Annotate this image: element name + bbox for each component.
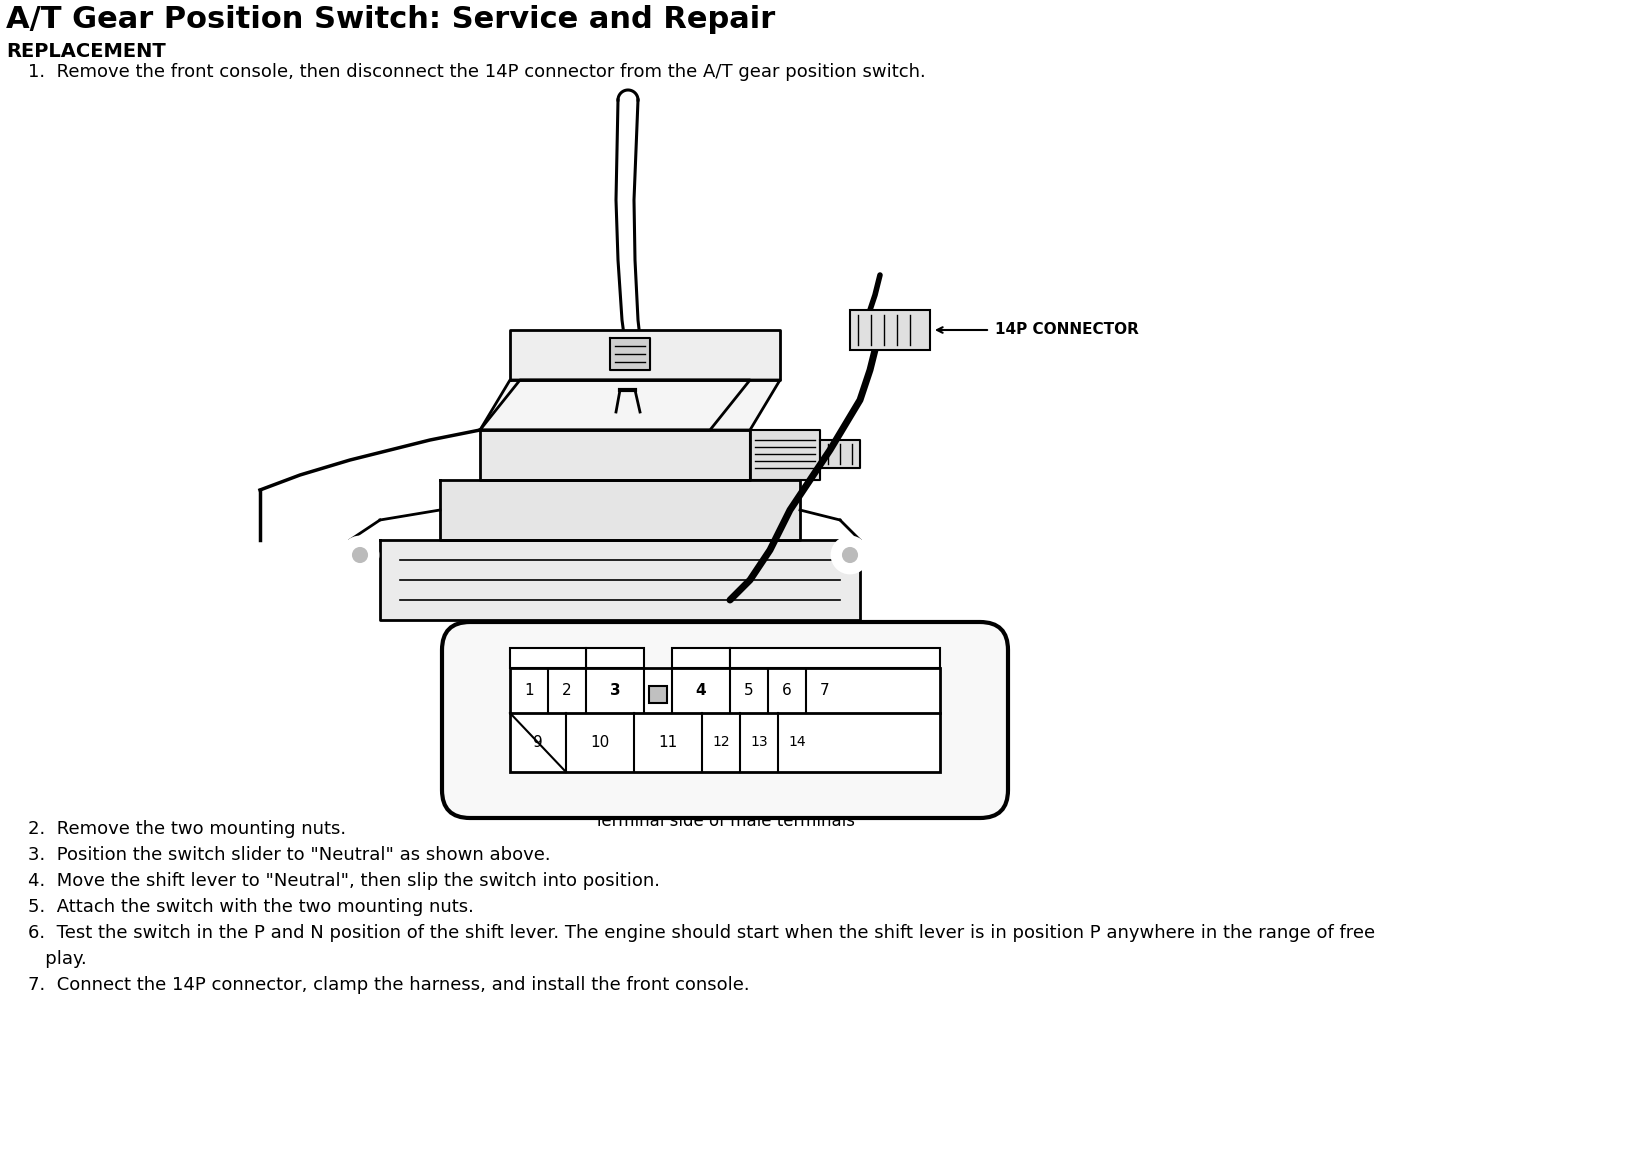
Text: A/T Gear Position Switch: Service and Repair: A/T Gear Position Switch: Service and Re… xyxy=(7,5,775,33)
Text: 6.  Test the switch in the P and N position of the shift lever. The engine shoul: 6. Test the switch in the P and N positi… xyxy=(28,924,1376,942)
Circle shape xyxy=(844,548,857,562)
Text: 3: 3 xyxy=(610,683,620,698)
Text: 7.  Connect the 14P connector, clamp the harness, and install the front console.: 7. Connect the 14P connector, clamp the … xyxy=(28,975,749,994)
Text: 10: 10 xyxy=(591,734,610,749)
Text: 5: 5 xyxy=(744,683,754,698)
Text: 4.  Move the shift lever to "Neutral", then slip the switch into position.: 4. Move the shift lever to "Neutral", th… xyxy=(28,872,659,890)
Text: play.: play. xyxy=(28,950,86,969)
Text: 4: 4 xyxy=(695,683,707,698)
Text: 1.  Remove the front console, then disconnect the 14P connector from the A/T gea: 1. Remove the front console, then discon… xyxy=(28,63,925,81)
Text: 13: 13 xyxy=(751,736,767,749)
Text: 11: 11 xyxy=(658,734,677,749)
Polygon shape xyxy=(610,338,650,370)
Circle shape xyxy=(343,537,379,573)
Polygon shape xyxy=(480,380,751,430)
Polygon shape xyxy=(751,430,819,480)
Text: Terminal side of male terminals: Terminal side of male terminals xyxy=(594,812,855,830)
Text: 1: 1 xyxy=(524,683,534,698)
Text: 14P CONNECTOR: 14P CONNECTOR xyxy=(996,323,1139,338)
Text: 6: 6 xyxy=(782,683,792,698)
Bar xyxy=(509,648,586,668)
FancyBboxPatch shape xyxy=(442,621,1009,817)
Polygon shape xyxy=(380,540,860,620)
Text: REPLACEMENT: REPLACEMENT xyxy=(7,42,166,61)
Polygon shape xyxy=(819,440,860,468)
Text: 7: 7 xyxy=(821,683,829,698)
Polygon shape xyxy=(441,480,800,540)
Polygon shape xyxy=(480,380,780,430)
Polygon shape xyxy=(509,330,780,380)
Circle shape xyxy=(353,548,367,562)
Bar xyxy=(509,668,940,773)
Bar xyxy=(730,648,940,668)
Text: 3.  Position the switch slider to "Neutral" as shown above.: 3. Position the switch slider to "Neutra… xyxy=(28,846,550,864)
Bar xyxy=(650,686,667,703)
Circle shape xyxy=(832,537,868,573)
Polygon shape xyxy=(480,430,751,480)
Bar xyxy=(850,310,930,351)
Bar xyxy=(672,648,730,668)
Text: 5.  Attach the switch with the two mounting nuts.: 5. Attach the switch with the two mounti… xyxy=(28,898,473,915)
Text: 2: 2 xyxy=(561,683,571,698)
Text: 14: 14 xyxy=(788,736,806,749)
Text: 9: 9 xyxy=(534,734,543,749)
Text: 2.  Remove the two mounting nuts.: 2. Remove the two mounting nuts. xyxy=(28,820,346,838)
Text: 12: 12 xyxy=(712,736,730,749)
Bar xyxy=(586,648,645,668)
